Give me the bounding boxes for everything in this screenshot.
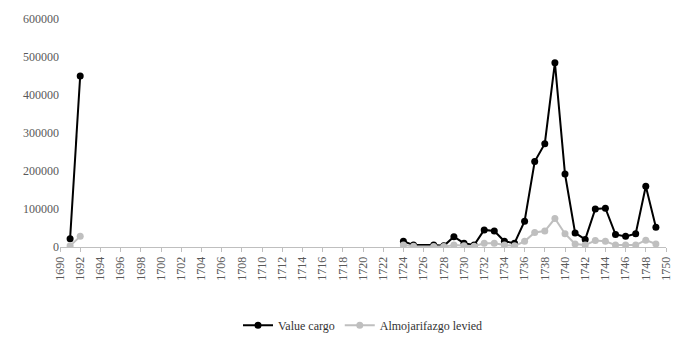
svg-text:100000: 100000 bbox=[23, 202, 59, 216]
svg-text:1694: 1694 bbox=[93, 257, 107, 281]
svg-text:1708: 1708 bbox=[235, 257, 249, 281]
svg-text:1696: 1696 bbox=[114, 257, 128, 281]
svg-text:1700: 1700 bbox=[154, 257, 168, 281]
svg-text:400000: 400000 bbox=[23, 88, 59, 102]
svg-text:1702: 1702 bbox=[174, 257, 188, 281]
svg-text:1734: 1734 bbox=[497, 257, 511, 281]
svg-text:1738: 1738 bbox=[538, 257, 552, 281]
svg-text:1730: 1730 bbox=[457, 257, 471, 281]
svg-text:1726: 1726 bbox=[417, 257, 431, 281]
svg-text:1742: 1742 bbox=[578, 257, 592, 281]
svg-text:1698: 1698 bbox=[134, 257, 148, 281]
svg-text:1716: 1716 bbox=[316, 257, 330, 281]
svg-text:1748: 1748 bbox=[639, 257, 653, 281]
svg-text:1728: 1728 bbox=[437, 257, 451, 281]
svg-text:1720: 1720 bbox=[356, 257, 370, 281]
svg-text:1744: 1744 bbox=[598, 257, 612, 281]
svg-text:0: 0 bbox=[53, 240, 59, 254]
svg-text:300000: 300000 bbox=[23, 126, 59, 140]
svg-text:600000: 600000 bbox=[23, 12, 59, 26]
svg-text:1736: 1736 bbox=[518, 257, 532, 281]
svg-text:1724: 1724 bbox=[396, 257, 410, 281]
svg-text:Value cargo: Value cargo bbox=[278, 319, 335, 333]
svg-text:500000: 500000 bbox=[23, 50, 59, 64]
svg-text:1704: 1704 bbox=[194, 257, 208, 281]
svg-text:Almojarifazgo levied: Almojarifazgo levied bbox=[380, 319, 482, 333]
svg-text:200000: 200000 bbox=[23, 164, 59, 178]
svg-text:1690: 1690 bbox=[53, 257, 67, 281]
svg-text:1706: 1706 bbox=[215, 257, 229, 281]
svg-text:1732: 1732 bbox=[477, 257, 491, 281]
svg-text:1740: 1740 bbox=[558, 257, 572, 281]
svg-text:1722: 1722 bbox=[376, 257, 390, 281]
svg-text:1692: 1692 bbox=[73, 257, 87, 281]
svg-text:1712: 1712 bbox=[275, 257, 289, 281]
svg-text:1746: 1746 bbox=[619, 257, 633, 281]
svg-text:1750: 1750 bbox=[659, 257, 673, 281]
svg-text:1718: 1718 bbox=[336, 257, 350, 281]
svg-text:1710: 1710 bbox=[255, 257, 269, 281]
svg-text:1714: 1714 bbox=[295, 257, 309, 281]
